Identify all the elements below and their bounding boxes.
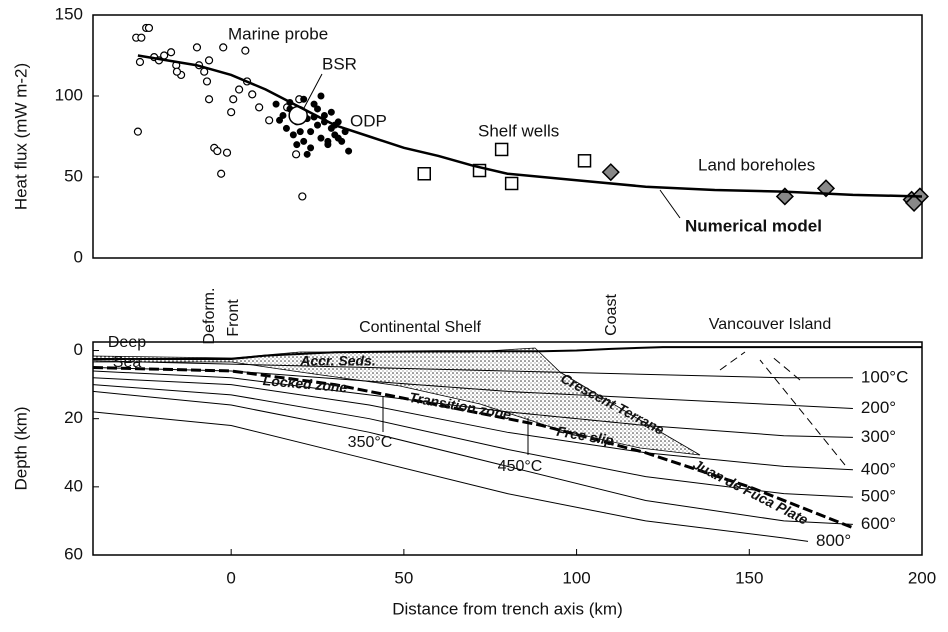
marine-point: [224, 149, 231, 156]
marine-point: [249, 91, 256, 98]
bsr-point: [325, 138, 331, 144]
annotation: 450°C: [498, 458, 543, 475]
annotation: 350°C: [348, 434, 393, 451]
annotation: Front: [225, 299, 242, 337]
isotherm-label: 100°C: [861, 367, 908, 386]
marine-point: [138, 34, 145, 41]
y-tick-label: 0: [74, 340, 83, 359]
bsr-point: [301, 96, 307, 102]
well-point: [496, 143, 508, 155]
well-point: [579, 155, 591, 167]
bsr-point: [294, 142, 300, 148]
isotherm-label: 600°: [861, 514, 896, 533]
annotation: Continental Shelf: [359, 319, 481, 336]
annotation: Deep: [108, 334, 146, 351]
x-tick-label: 50: [394, 568, 413, 587]
annotation: Deform.: [201, 288, 218, 345]
y-tick-label: 100: [55, 85, 83, 104]
bsr-point: [335, 135, 341, 141]
isotherm-label: 400°: [861, 459, 896, 478]
annotation: Accr. Seds.: [299, 353, 376, 369]
annotation: Sea: [113, 354, 142, 371]
marine-point: [161, 52, 168, 59]
bsr-point: [315, 122, 321, 128]
bsr-point: [308, 145, 314, 151]
upper-plate-faults: [720, 352, 845, 465]
marine-point: [266, 117, 273, 124]
series-label: Marine probe: [228, 24, 328, 43]
annotation: Vancouver Island: [709, 316, 831, 333]
annotation: Coast: [603, 294, 620, 336]
bsr-point: [318, 93, 324, 99]
bsr-point: [328, 109, 334, 115]
y-tick-label: 150: [55, 4, 83, 23]
y-tick-label: 40: [64, 476, 83, 495]
marine-point: [256, 104, 263, 111]
y-tick-label: 0: [74, 247, 83, 266]
y-tick-label: 60: [64, 544, 83, 563]
marine-point: [214, 148, 221, 155]
bsr-point: [304, 151, 310, 157]
x-axis-label: Distance from trench axis (km): [392, 599, 623, 618]
x-tick-label: 100: [562, 568, 590, 587]
x-tick-label: 0: [226, 568, 235, 587]
marine-point: [203, 78, 210, 85]
bsr-point: [315, 106, 321, 112]
bsr-point: [290, 132, 296, 138]
x-tick-label: 150: [735, 568, 763, 587]
isotherm-label: 800°: [816, 531, 851, 550]
marine-point: [220, 44, 227, 51]
isotherm-label: 200°: [861, 398, 896, 417]
series-label: Numerical model: [685, 216, 822, 235]
marine-point: [228, 109, 235, 116]
marine-point: [136, 58, 143, 65]
marine-point: [206, 96, 213, 103]
marine-point: [145, 24, 152, 31]
well-point: [418, 168, 430, 180]
marine-point: [230, 96, 237, 103]
marine-point: [299, 193, 306, 200]
marine-point: [293, 151, 300, 158]
isotherm-label: 300°: [861, 427, 896, 446]
y-axis-label: Heat flux (mW m-2): [11, 63, 30, 210]
bsr-point: [346, 148, 352, 154]
series-label: Shelf wells: [478, 121, 559, 140]
figure: 0 50 100 150 Heat flux (mW m-2) Marine probe B…: [0, 0, 948, 632]
y-axis-label: Depth (km): [11, 406, 30, 490]
series-label: ODP: [350, 111, 387, 130]
isotherm: [93, 412, 808, 542]
bsr-point: [273, 101, 279, 107]
marine-point: [168, 49, 175, 56]
bsr-point: [277, 117, 283, 123]
borehole-point: [603, 164, 619, 180]
isotherm-label: 500°: [861, 487, 896, 506]
y-tick-label: 50: [64, 166, 83, 185]
marine-point: [218, 170, 225, 177]
x-tick-label: 200: [908, 568, 936, 587]
bsr-point: [283, 125, 289, 131]
bsr-point: [318, 135, 324, 141]
bsr-point: [297, 129, 303, 135]
marine-point: [242, 47, 249, 54]
marine-point: [236, 86, 243, 93]
marine-point: [134, 128, 141, 135]
bsr-point: [301, 138, 307, 144]
marine-point: [173, 68, 180, 75]
marine-point: [206, 57, 213, 64]
y-tick-label: 20: [64, 408, 83, 427]
series-label: BSR: [322, 54, 357, 73]
series-label: Land boreholes: [698, 155, 815, 174]
marine-point: [193, 44, 200, 51]
bsr-point: [308, 129, 314, 135]
well-point: [506, 177, 518, 189]
